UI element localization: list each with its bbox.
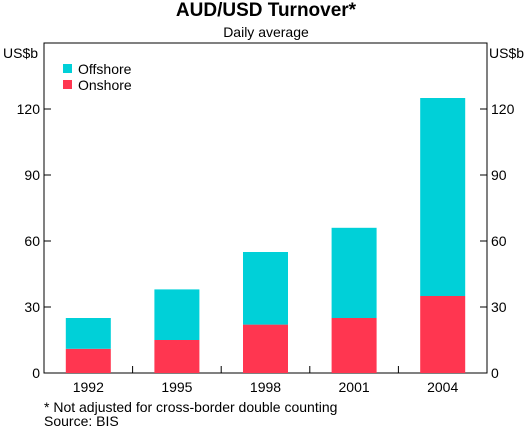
bar-offshore-1998 [243, 252, 288, 325]
y-tick-label-left-120: 120 [17, 101, 41, 117]
y-tick-label-right-30: 30 [491, 299, 507, 315]
x-tick-label-2001: 2001 [339, 379, 370, 395]
y-tick-label-left-30: 30 [24, 299, 40, 315]
bar-onshore-2004 [420, 296, 466, 373]
y-tick-label-right-90: 90 [491, 167, 507, 183]
bar-offshore-2004 [420, 98, 466, 296]
x-ticks-group: 1992 1995 1998 2001 2004 [73, 366, 458, 395]
chart-title: AUD/USD Turnover* [175, 0, 357, 21]
bar-offshore-2001 [331, 227, 377, 318]
y-tick-label-right-120: 120 [491, 101, 515, 117]
footnote: * Not adjusted for cross-border double c… [44, 399, 338, 415]
bar-onshore-1995 [154, 340, 200, 373]
x-tick-label-2004: 2004 [427, 379, 458, 395]
x-tick-label-1995: 1995 [161, 379, 192, 395]
bar-onshore-1992 [65, 348, 111, 373]
x-tick-label-1998: 1998 [250, 379, 281, 395]
legend-swatch-onshore [63, 80, 72, 89]
y-tick-label-left-0: 0 [32, 365, 40, 381]
legend-swatch-offshore [63, 64, 72, 73]
chart-subtitle: Daily average [223, 24, 309, 40]
bar-onshore-1998 [243, 324, 288, 373]
y-ticks-group: 0 0 30 30 60 60 90 90 120 120 [17, 101, 515, 381]
y-axis-unit-left: US$b [3, 45, 39, 61]
legend-label-offshore: Offshore [78, 61, 132, 77]
y-tick-label-left-60: 60 [24, 233, 40, 249]
bars-group [65, 98, 466, 373]
y-tick-label-right-60: 60 [491, 233, 507, 249]
y-tick-label-left-90: 90 [24, 167, 40, 183]
x-tick-label-1992: 1992 [73, 379, 104, 395]
source-note: Source: BIS [44, 413, 119, 429]
legend-label-onshore: Onshore [78, 77, 132, 93]
bar-offshore-1995 [154, 289, 200, 340]
y-tick-label-right-0: 0 [491, 365, 499, 381]
bar-offshore-1992 [65, 318, 111, 349]
y-axis-unit-right: US$b [489, 45, 525, 61]
bar-onshore-2001 [331, 318, 377, 373]
